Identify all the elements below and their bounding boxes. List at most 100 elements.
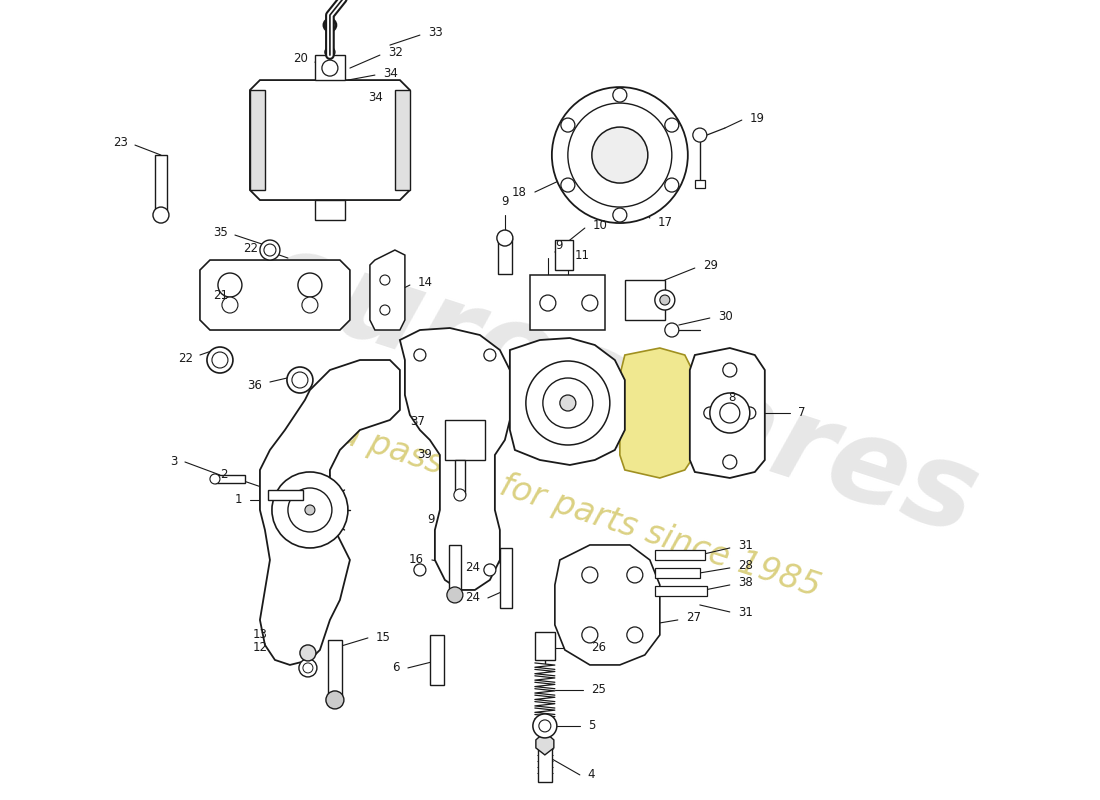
Text: 37: 37: [410, 415, 425, 429]
Circle shape: [560, 395, 576, 411]
Circle shape: [660, 295, 670, 305]
Circle shape: [540, 295, 556, 311]
Text: 29: 29: [703, 258, 718, 271]
Circle shape: [539, 720, 551, 732]
Text: 27: 27: [685, 611, 701, 625]
Text: a passion for parts since 1985: a passion for parts since 1985: [336, 416, 825, 603]
Circle shape: [592, 127, 648, 183]
Circle shape: [323, 19, 336, 31]
Bar: [455, 460, 465, 495]
Bar: [444, 420, 485, 460]
Circle shape: [301, 297, 318, 313]
Polygon shape: [250, 80, 410, 200]
Circle shape: [484, 349, 496, 361]
Text: 1: 1: [234, 494, 242, 506]
Circle shape: [322, 60, 338, 76]
Circle shape: [497, 230, 513, 246]
Text: 9: 9: [502, 195, 508, 208]
Circle shape: [287, 367, 312, 393]
Circle shape: [627, 627, 642, 643]
Text: 5: 5: [587, 719, 595, 733]
Text: 24: 24: [465, 591, 480, 605]
Circle shape: [719, 403, 740, 423]
Text: 12: 12: [253, 642, 268, 654]
Text: eurospares: eurospares: [248, 220, 992, 560]
Circle shape: [454, 489, 466, 501]
Text: 23: 23: [113, 135, 128, 149]
Polygon shape: [370, 250, 405, 330]
Text: 7: 7: [798, 406, 805, 419]
Polygon shape: [250, 80, 410, 200]
Circle shape: [414, 564, 426, 576]
Text: 34: 34: [383, 66, 398, 79]
Bar: [430, 635, 444, 685]
Text: 32: 32: [388, 46, 403, 58]
Text: 35: 35: [213, 226, 228, 238]
Circle shape: [627, 567, 642, 583]
Text: 24: 24: [465, 562, 480, 574]
Circle shape: [292, 372, 308, 388]
Circle shape: [302, 663, 312, 673]
Bar: [538, 740, 552, 782]
Text: 15: 15: [376, 631, 390, 645]
Bar: [554, 240, 573, 270]
Circle shape: [210, 474, 220, 484]
Bar: [530, 275, 605, 330]
Text: 20: 20: [293, 51, 308, 65]
Bar: [268, 490, 302, 500]
Bar: [315, 55, 345, 80]
Bar: [625, 280, 664, 320]
Circle shape: [532, 714, 557, 738]
Polygon shape: [250, 90, 265, 190]
Bar: [498, 238, 512, 274]
Circle shape: [326, 691, 344, 709]
Text: 26: 26: [591, 642, 606, 654]
Text: 9: 9: [428, 514, 435, 526]
Circle shape: [568, 103, 672, 207]
Circle shape: [613, 208, 627, 222]
Bar: [654, 568, 700, 578]
Circle shape: [300, 645, 316, 661]
Text: 36: 36: [248, 378, 262, 391]
Text: 30: 30: [718, 310, 733, 322]
Polygon shape: [619, 348, 695, 478]
Text: 22: 22: [243, 242, 257, 254]
Text: 33: 33: [428, 26, 442, 38]
Bar: [449, 545, 461, 590]
Text: 38: 38: [738, 577, 752, 590]
Text: 34: 34: [367, 90, 383, 103]
Circle shape: [543, 378, 593, 428]
Text: 13: 13: [253, 629, 268, 642]
Text: 25: 25: [591, 683, 606, 697]
Bar: [695, 180, 705, 188]
Text: 17: 17: [658, 215, 673, 229]
Circle shape: [288, 488, 332, 532]
Circle shape: [272, 472, 348, 548]
Text: 19: 19: [750, 111, 764, 125]
Text: 11: 11: [575, 249, 590, 262]
Circle shape: [664, 118, 679, 132]
Circle shape: [207, 347, 233, 373]
Circle shape: [222, 297, 238, 313]
Circle shape: [153, 207, 169, 223]
Circle shape: [218, 273, 242, 297]
Polygon shape: [400, 328, 510, 590]
Circle shape: [710, 393, 750, 433]
Circle shape: [744, 407, 756, 419]
Circle shape: [414, 349, 426, 361]
Text: 10: 10: [593, 218, 607, 231]
Bar: [328, 640, 342, 695]
Text: 31: 31: [738, 606, 752, 619]
Circle shape: [526, 361, 609, 445]
Circle shape: [447, 587, 463, 603]
Circle shape: [379, 275, 389, 285]
Circle shape: [582, 295, 597, 311]
Bar: [535, 632, 554, 660]
Circle shape: [484, 564, 496, 576]
Text: 3: 3: [170, 455, 178, 469]
Text: 22: 22: [178, 351, 192, 365]
Text: 2: 2: [220, 469, 228, 482]
Circle shape: [299, 659, 317, 677]
Text: 28: 28: [738, 559, 752, 573]
Text: 9: 9: [554, 239, 562, 252]
